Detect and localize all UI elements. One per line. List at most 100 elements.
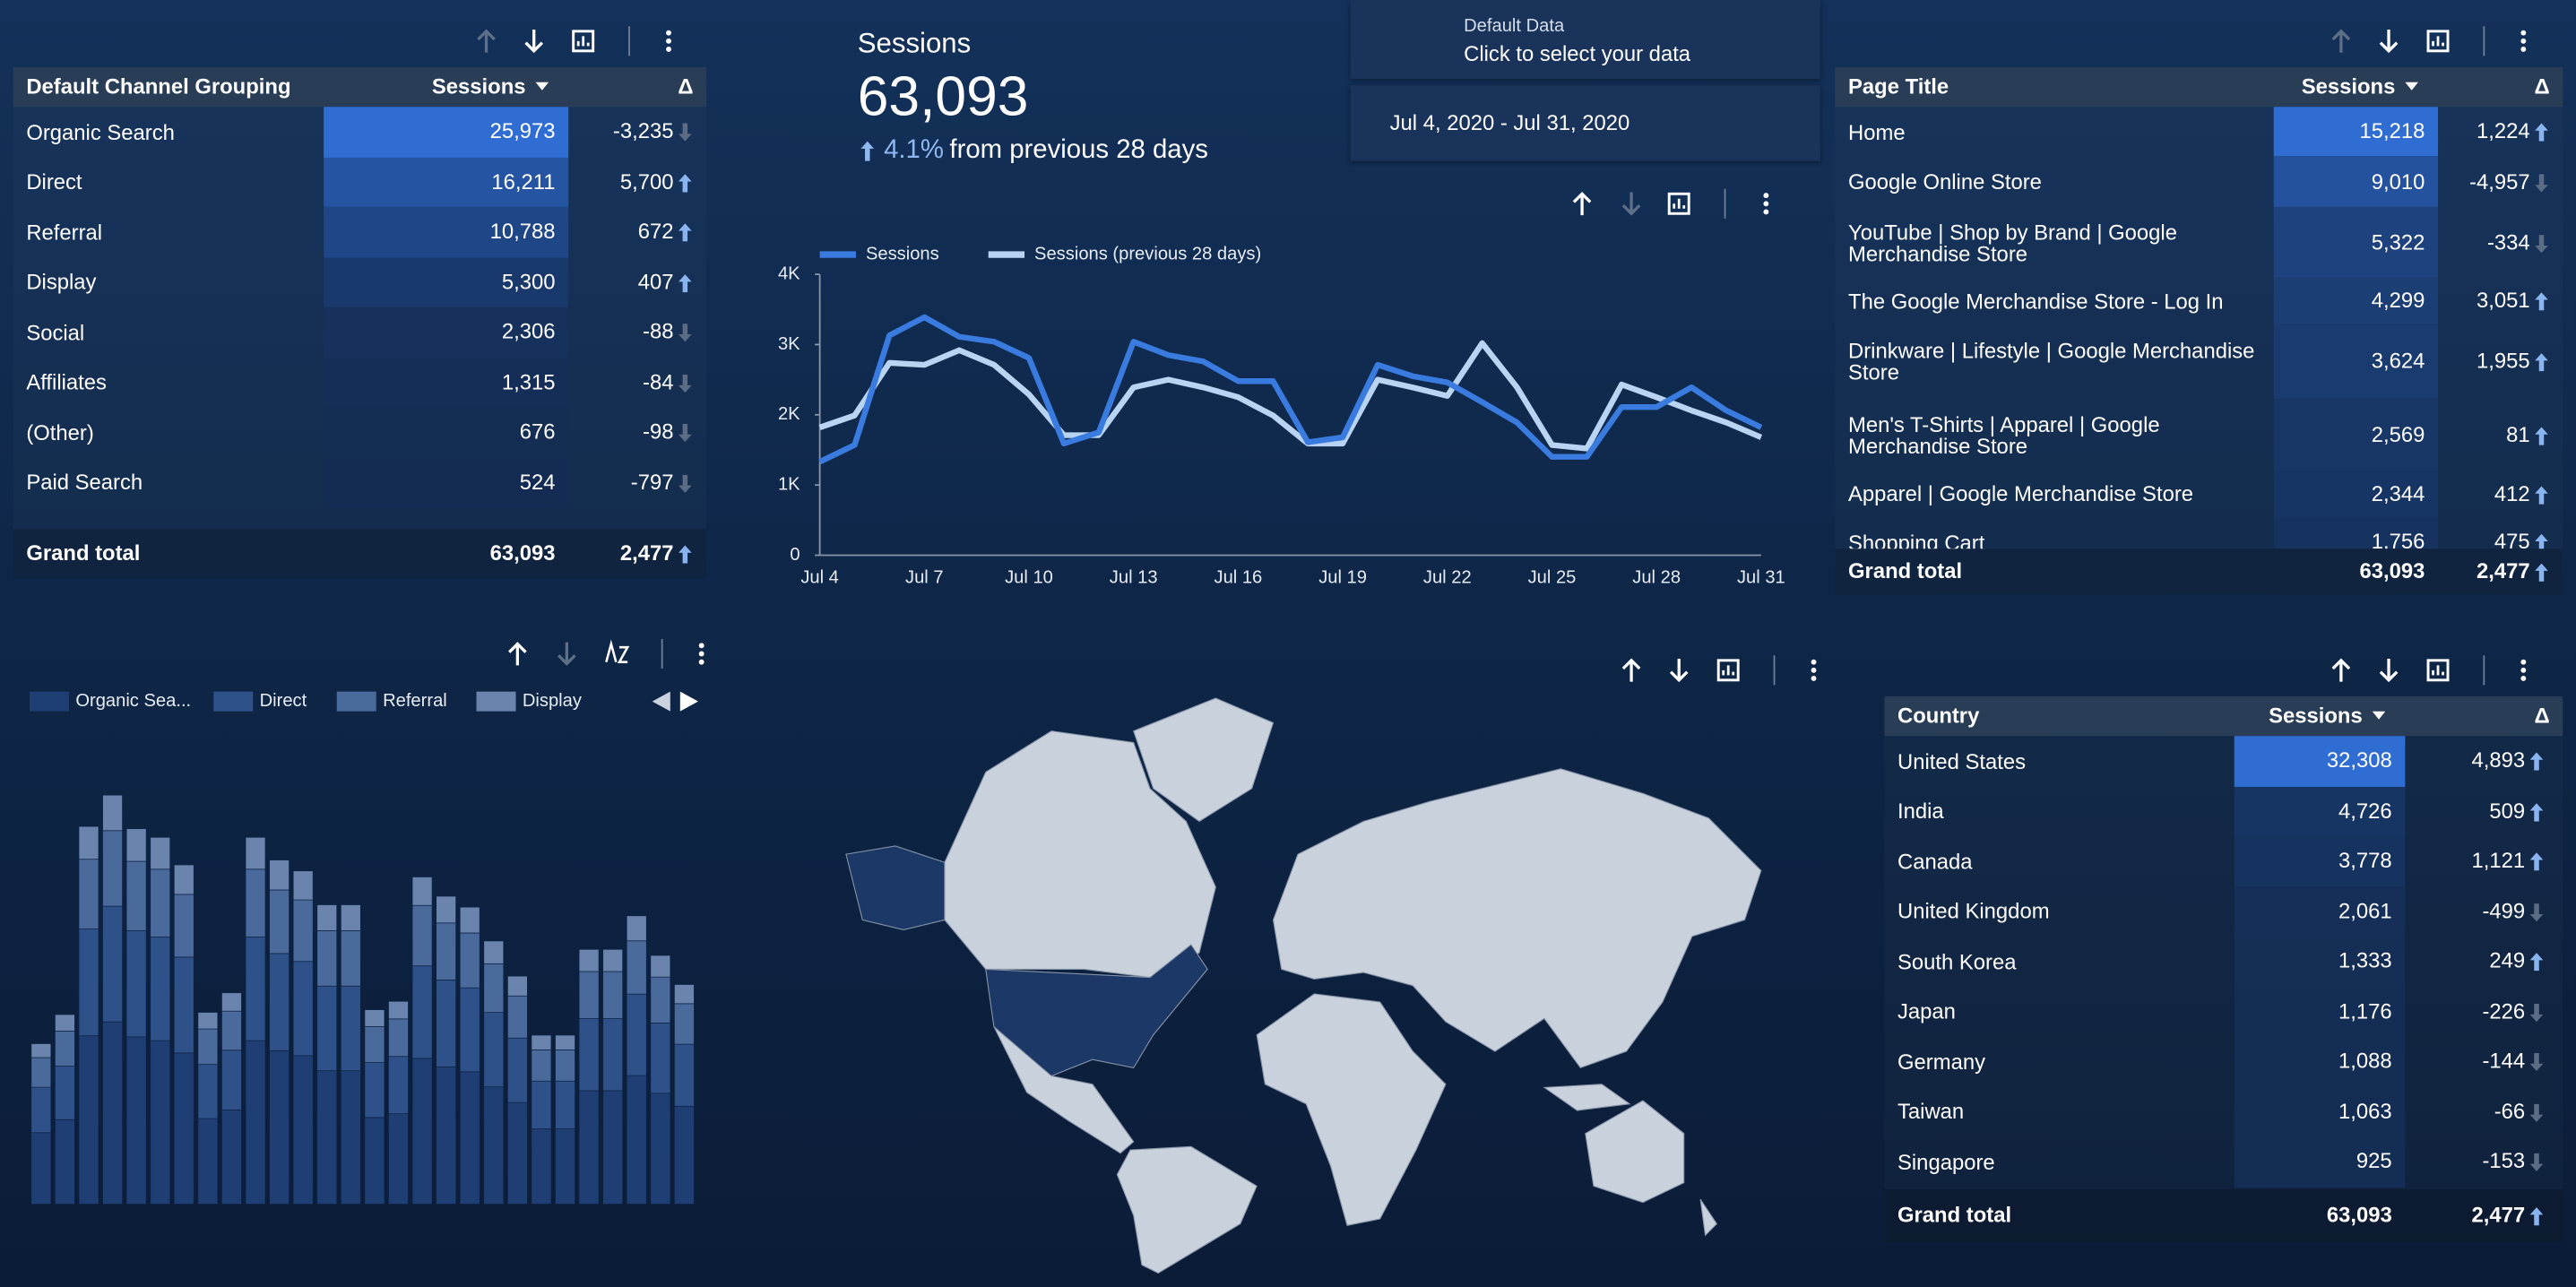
row-label: Display: [26, 257, 310, 307]
sort-down-icon[interactable]: [2379, 29, 2399, 54]
date-range-control[interactable]: Jul 4, 2020 - Jul 31, 2020: [1350, 85, 1820, 161]
date-range: Jul 4, 2020 - Jul 31, 2020: [1389, 109, 1630, 135]
row-label: (Other): [26, 408, 310, 458]
bar-segment: [555, 1080, 575, 1129]
bar-segment: [55, 1119, 75, 1205]
chart-icon-bars: [1673, 198, 1686, 209]
sort-down-icon[interactable]: [1669, 658, 1689, 683]
y-tick-label: 2K: [778, 404, 800, 424]
scorecard-change: 4.1%: [884, 136, 944, 165]
bar-segment: [221, 1010, 242, 1051]
bar-segment: [459, 906, 480, 934]
cell-value: 4,299: [2371, 287, 2425, 313]
bar-segment: [483, 1086, 505, 1205]
row-label-text: Direct: [26, 169, 82, 194]
x-tick-label: Jul 25: [1528, 568, 1577, 588]
sort-indicator: [2405, 82, 2419, 91]
bar-segment: [245, 836, 266, 870]
bar-segment: [531, 1034, 552, 1050]
heat-cell: [324, 206, 569, 257]
heat-cell: [2273, 107, 2439, 157]
bar-segment: [411, 965, 433, 1059]
x-tick-label: Jul 28: [1632, 568, 1681, 588]
bar-segment: [125, 828, 147, 862]
sort-down-icon[interactable]: [2379, 658, 2399, 683]
delta-down-icon: [2535, 234, 2548, 253]
bar-segment: [340, 985, 361, 1072]
row-label-text: Referral: [26, 220, 103, 245]
sort-up-icon[interactable]: [2331, 29, 2351, 53]
bar-segment: [292, 1055, 314, 1205]
bar-segment: [555, 1128, 575, 1205]
cell-value: 32,308: [2326, 747, 2392, 773]
row-label: United States: [1897, 736, 2221, 786]
bar-segment: [197, 1064, 219, 1119]
delta-down-icon: [2529, 903, 2544, 921]
cell-value: 1,333: [2338, 947, 2392, 973]
bar-segment: [602, 948, 624, 972]
row-label: Shopping Cart: [1848, 517, 2260, 548]
sort-up-icon[interactable]: [1621, 658, 1641, 682]
table-header: Page Title Sessions Δ: [1835, 67, 2563, 108]
sort-up-icon[interactable]: [1572, 191, 1592, 216]
bar-segment: [340, 930, 361, 987]
y-tick-label: 3K: [778, 334, 800, 354]
data-control[interactable]: Default Data Click to select your data: [1350, 0, 1820, 79]
bar-segment: [316, 930, 338, 987]
bar-segment: [150, 868, 171, 937]
column-header[interactable]: Sessions: [431, 73, 526, 99]
column-header[interactable]: Sessions: [2269, 703, 2363, 728]
sort-up-icon[interactable]: [477, 29, 496, 53]
heat-cell: [2234, 936, 2406, 987]
row-label: Social: [26, 307, 310, 358]
sort-up-icon[interactable]: [508, 642, 527, 666]
legend-label: Organic Sea...: [75, 691, 191, 711]
delta-down-icon: [2529, 1153, 2544, 1172]
table-row: Display 5,300 407: [13, 256, 706, 307]
legend-next[interactable]: [679, 691, 698, 712]
cell-delta: -797: [630, 469, 674, 494]
bar-segment: [102, 1021, 123, 1205]
cell-value: 676: [519, 419, 556, 444]
menu-dot: [698, 651, 705, 657]
table-header: Default Channel Grouping Sessions Δ: [13, 67, 707, 108]
menu-dot: [2520, 659, 2527, 665]
table-header: Country Sessions Δ: [1884, 696, 2563, 737]
bar-segment: [269, 859, 290, 891]
delta-down-icon: [2529, 1053, 2544, 1072]
sort-down-icon[interactable]: [1621, 192, 1641, 216]
cell-value: 2,061: [2338, 897, 2392, 923]
table-row: Referral 10,788 672: [13, 206, 706, 257]
sort-down-icon[interactable]: [558, 642, 576, 666]
column-header[interactable]: Sessions: [2301, 73, 2396, 99]
bar-segment: [411, 1058, 433, 1205]
bar-segment: [173, 1052, 194, 1205]
heat-cell: [324, 107, 569, 158]
cell-delta: 672: [637, 218, 674, 244]
sort-down-icon[interactable]: [524, 29, 544, 54]
bar-segment: [602, 1090, 624, 1205]
cell-delta: 1,121: [2471, 847, 2526, 873]
sort-up-icon[interactable]: [2331, 658, 2351, 682]
bar-segment: [292, 961, 314, 1057]
bar-segment: [197, 1118, 219, 1205]
data-line: [818, 314, 1763, 465]
table-row: Germany 1,088 -144: [1884, 1036, 2563, 1087]
bar-segment: [292, 870, 314, 901]
cell-delta: 407: [637, 268, 674, 294]
cell-delta: -144: [2482, 1048, 2526, 1073]
bar-segment: [125, 860, 147, 931]
row-label: Germany: [1897, 1037, 2221, 1087]
bar-segment: [55, 1066, 75, 1120]
menu-dot: [666, 38, 671, 44]
table-row: Taiwan 1,063 -66: [1884, 1086, 2563, 1137]
bar-segment: [78, 825, 99, 860]
cell-delta: 81: [2506, 422, 2530, 447]
heat-cell: [324, 457, 569, 508]
bar-segment: [150, 1040, 171, 1205]
bar-segment: [436, 979, 456, 1067]
legend-prev[interactable]: [652, 691, 670, 712]
row-label-text: Social: [26, 319, 85, 345]
bar-segment: [602, 971, 624, 1019]
menu-dot: [698, 643, 705, 649]
